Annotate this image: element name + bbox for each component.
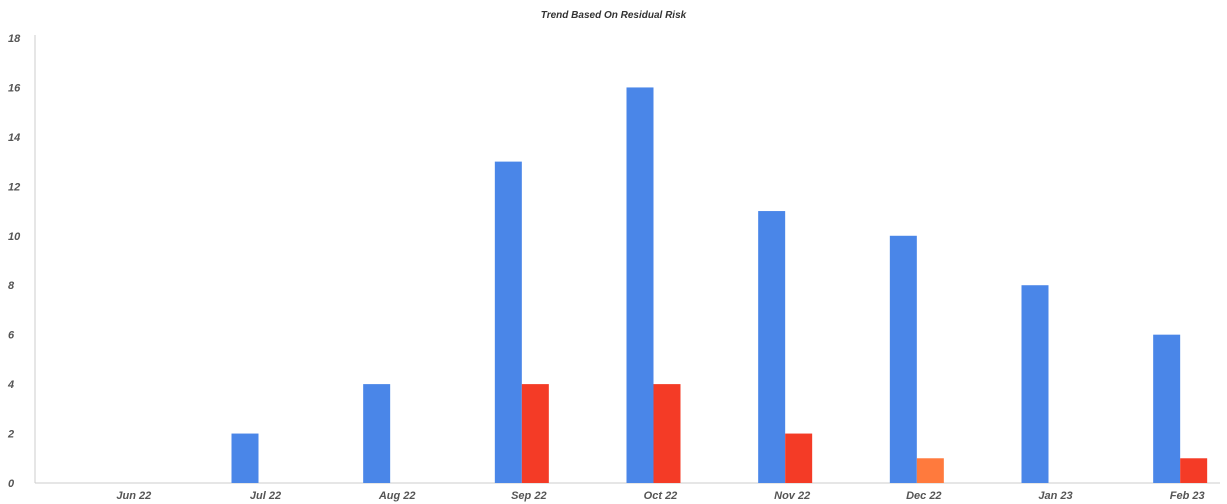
x-tick-label: Jul 22 bbox=[250, 490, 281, 502]
bars-layer bbox=[231, 87, 1208, 484]
x-tick-label: Dec 22 bbox=[906, 490, 941, 502]
y-tick-label: 2 bbox=[7, 429, 14, 441]
y-tick-label: 8 bbox=[8, 280, 15, 292]
bar-series-2 bbox=[1180, 458, 1208, 483]
y-tick-label: 10 bbox=[8, 231, 21, 243]
bar-series-3 bbox=[916, 458, 944, 483]
bar-series-1 bbox=[1021, 285, 1049, 483]
chart-title: Trend Based On Residual Risk bbox=[540, 10, 687, 21]
y-tick-label: 0 bbox=[8, 478, 15, 490]
bar-series-2 bbox=[653, 384, 681, 483]
bar-series-2 bbox=[521, 384, 549, 483]
y-tick-label: 6 bbox=[8, 330, 15, 342]
y-tick-label: 18 bbox=[8, 33, 21, 45]
bar-series-1 bbox=[626, 87, 654, 483]
x-tick-label: Sep 22 bbox=[511, 490, 546, 502]
x-tick-label: Jun 22 bbox=[116, 490, 151, 502]
x-tick-label: Feb 23 bbox=[1170, 490, 1205, 502]
labels-layer: 0 2 4 6 8 10 12 14 16 18 Jun 22 Jul 22 Aug 22 Sep 22 O… bbox=[7, 33, 1205, 502]
bar-series-1 bbox=[494, 161, 522, 483]
bar-series-1 bbox=[363, 384, 391, 483]
x-tick-label: Jan 23 bbox=[1038, 490, 1072, 502]
y-tick-label: 16 bbox=[8, 82, 21, 94]
bar-series-2 bbox=[785, 433, 813, 483]
bar-series-1 bbox=[231, 433, 259, 483]
x-tick-label: Nov 22 bbox=[774, 490, 810, 502]
y-tick-label: 14 bbox=[8, 132, 20, 144]
bar-series-1 bbox=[889, 235, 917, 483]
y-tick-label: 12 bbox=[8, 181, 20, 193]
x-tick-label: Aug 22 bbox=[378, 490, 416, 502]
bar-series-1 bbox=[758, 211, 786, 484]
y-tick-label: 4 bbox=[7, 379, 14, 391]
bar-series-1 bbox=[1153, 334, 1181, 483]
x-tick-label: Oct 22 bbox=[644, 490, 678, 502]
